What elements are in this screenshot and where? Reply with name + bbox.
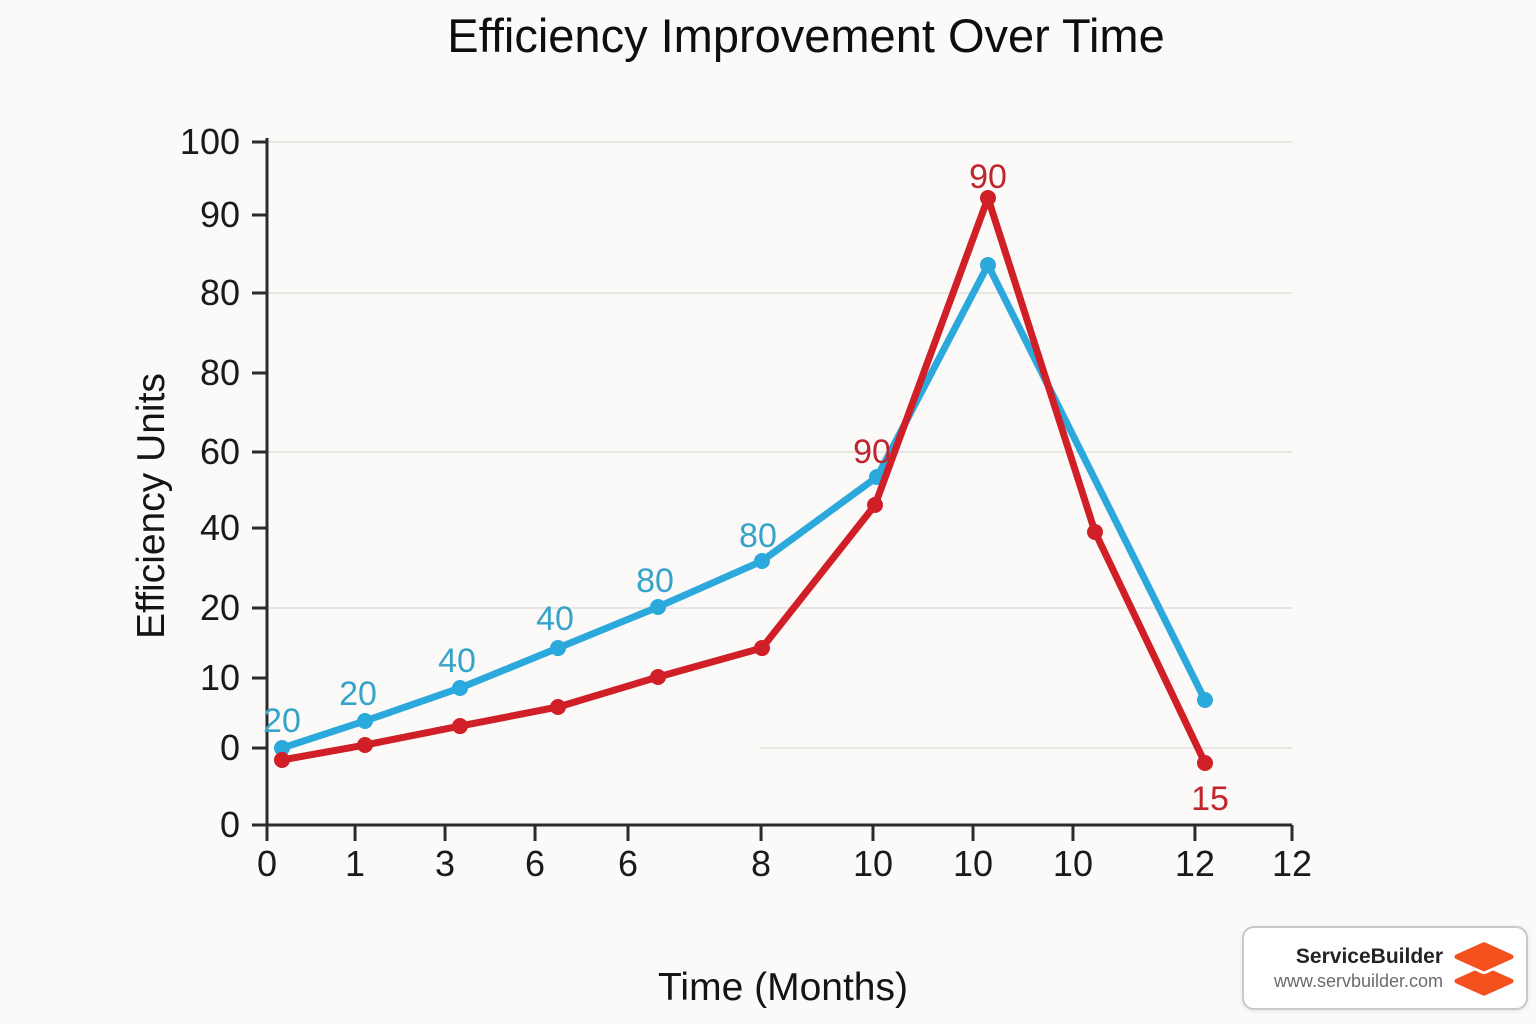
y-tick-label: 40 xyxy=(200,507,240,548)
series-line-red xyxy=(278,194,1209,767)
data-point-label-blue: 40 xyxy=(438,642,476,680)
data-point-label-red: 90 xyxy=(969,158,1007,196)
y-tick-label: 90 xyxy=(200,194,240,235)
data-point-label-blue: 20 xyxy=(339,675,377,713)
x-tick-label: 10 xyxy=(853,843,893,884)
data-point-blue xyxy=(356,712,373,729)
x-tick-label: 12 xyxy=(1272,843,1312,884)
data-point-label-blue: 80 xyxy=(739,517,777,555)
data-point-red xyxy=(273,751,290,768)
data-point-red xyxy=(979,190,996,207)
x-tick-label: 0 xyxy=(257,843,277,884)
x-tick-label: 12 xyxy=(1175,843,1215,884)
data-point-red xyxy=(452,718,469,735)
data-point-blue xyxy=(452,679,469,696)
watermark-brand: ServiceBuilder xyxy=(1295,944,1443,968)
x-tick-label: 1 xyxy=(345,843,365,884)
watermark-url[interactable]: www.servbuilder.com xyxy=(1273,970,1443,991)
data-point-red xyxy=(356,737,373,754)
watermark-card[interactable]: ServiceBuilder www.servbuilder.com xyxy=(1242,926,1528,1010)
x-tick-label: 10 xyxy=(953,843,993,884)
data-point-red xyxy=(1086,523,1103,540)
data-point-red xyxy=(753,640,770,657)
servicebuilder-logo-icon xyxy=(1454,940,1514,996)
x-tick-label: 10 xyxy=(1053,843,1093,884)
watermark-text-block: ServiceBuilder www.servbuilder.com xyxy=(1274,944,1443,993)
y-tick-label: 20 xyxy=(200,587,240,628)
x-axis-title: Time (Months) xyxy=(658,966,908,1009)
data-point-red xyxy=(1196,754,1213,771)
data-point-red xyxy=(867,497,884,514)
y-tick-label: 0 xyxy=(220,804,240,845)
data-point-label-red: 15 xyxy=(1191,780,1229,818)
series-line-blue xyxy=(278,261,1209,752)
x-tick-label: 6 xyxy=(618,843,638,884)
data-point-blue xyxy=(549,640,566,657)
y-tick-label: 10 xyxy=(200,657,240,698)
chart-title: Efficiency Improvement Over Time xyxy=(447,9,1165,62)
data-point-blue xyxy=(1196,692,1213,709)
x-tick-label: 3 xyxy=(435,843,455,884)
y-tick-label: 100 xyxy=(180,121,240,162)
data-point-label-red: 90 xyxy=(853,433,891,471)
x-tick-label: 6 xyxy=(525,843,545,884)
data-point-blue xyxy=(650,598,667,615)
data-point-label-blue: 80 xyxy=(636,562,674,600)
data-point-blue xyxy=(979,257,996,274)
y-tick-label: 0 xyxy=(220,727,240,768)
data-point-label-blue: 40 xyxy=(536,600,574,638)
data-point-label-blue: 20 xyxy=(263,702,301,740)
y-tick-label: 60 xyxy=(200,431,240,472)
x-tick-label: 8 xyxy=(751,843,771,884)
data-point-red xyxy=(650,668,667,685)
data-point-blue xyxy=(753,553,770,570)
data-point-blue xyxy=(273,740,290,757)
y-tick-label: 80 xyxy=(200,352,240,393)
y-tick-label: 80 xyxy=(200,272,240,313)
data-point-red xyxy=(549,698,566,715)
